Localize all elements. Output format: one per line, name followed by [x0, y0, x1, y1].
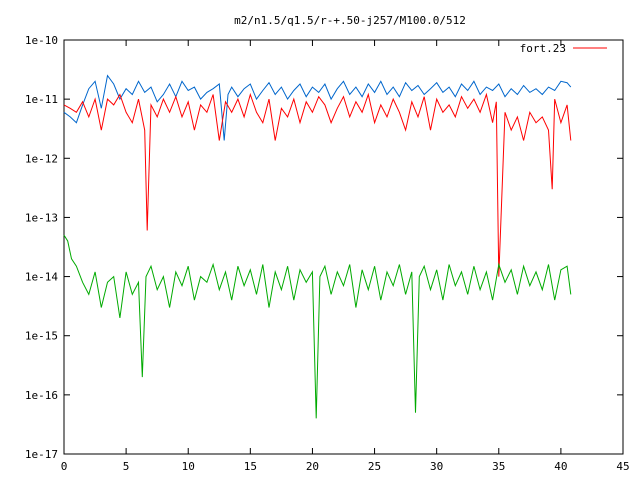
series-line-1: [63, 74, 572, 141]
x-tick-label: 20: [306, 460, 319, 473]
y-tick-label: 1e-11: [25, 93, 58, 106]
series-line-0: [63, 92, 572, 277]
y-tick-label: 1e-14: [25, 271, 58, 284]
x-tick-label: 0: [61, 460, 68, 473]
y-tick-label: 1e-16: [25, 389, 58, 402]
x-tick-label: 25: [368, 460, 381, 473]
x-tick-label: 10: [182, 460, 195, 473]
x-tick-label: 35: [492, 460, 505, 473]
x-tick-label: 15: [244, 460, 257, 473]
x-tick-label: 40: [554, 460, 567, 473]
y-axis: 1e-17 1e-16 1e-15 1e-14 1e-13 1e-12 1e-11 1e-10: [25, 34, 623, 461]
plot-frame: [63, 39, 624, 455]
x-axis: 0 5 10 15 20 25 30 35 40 45: [61, 40, 630, 473]
x-tick-label: 30: [430, 460, 443, 473]
x-tick-label: 45: [616, 460, 629, 473]
y-tick-label: 1e-13: [25, 211, 58, 224]
series-layer: [63, 74, 572, 419]
y-tick-label: 1e-10: [25, 34, 58, 47]
legend: fort.23: [520, 42, 607, 55]
y-tick-label: 1e-12: [25, 152, 58, 165]
series-line-2: [63, 234, 572, 419]
y-tick-label: 1e-17: [25, 448, 58, 461]
x-tick-label: 5: [123, 460, 130, 473]
chart-title: m2/n1.5/q1.5/r-+.50-j257/M100.0/512: [234, 14, 466, 27]
legend-label: fort.23: [520, 42, 566, 55]
y-tick-label: 1e-15: [25, 330, 58, 343]
